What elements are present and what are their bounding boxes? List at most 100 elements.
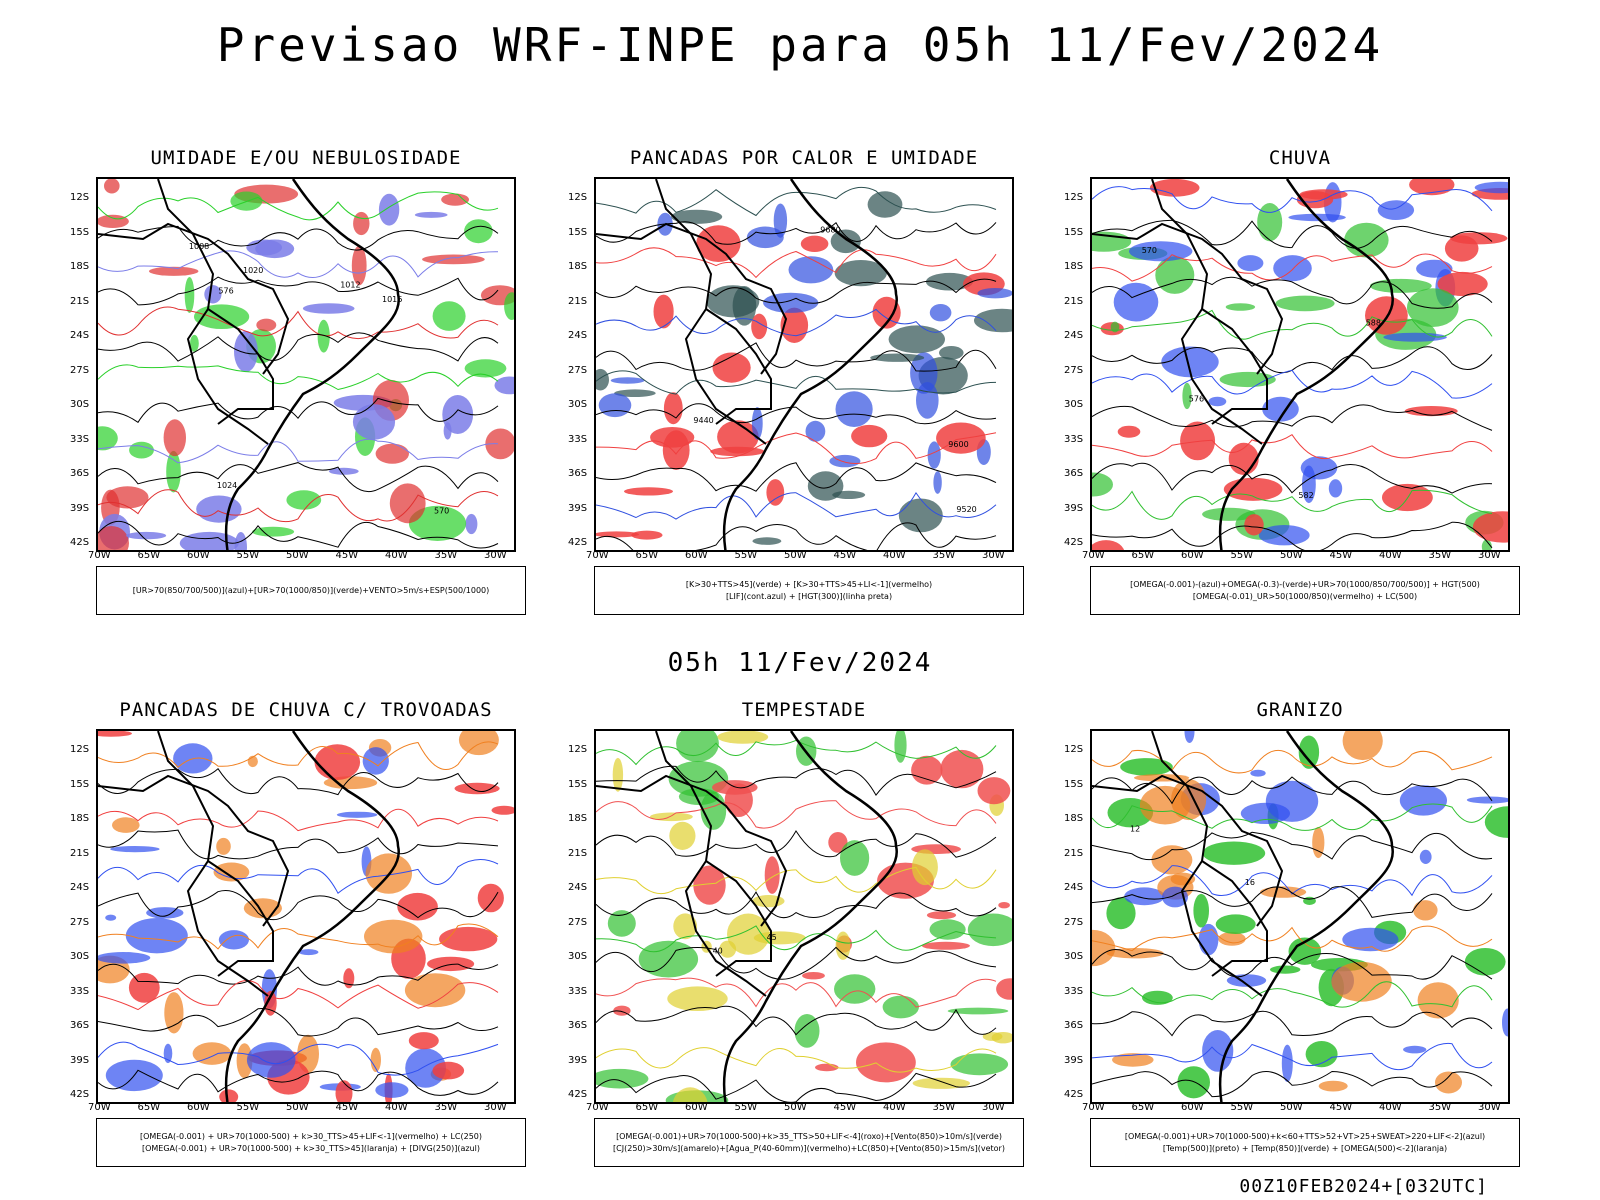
field-area	[940, 749, 984, 789]
field-area	[112, 817, 140, 833]
contour-line	[596, 925, 997, 953]
legend-line: [Temp(500)](preto) + [Temp(850)](verde) …	[1162, 1143, 1448, 1153]
field-area	[898, 498, 943, 533]
contour-line	[596, 1072, 997, 1102]
field-area	[1484, 806, 1508, 838]
contour-line	[1092, 253, 1493, 282]
field-area	[1288, 937, 1322, 965]
field-area	[927, 441, 941, 469]
contour-label: 16	[1245, 878, 1255, 887]
country-border	[596, 774, 788, 927]
field-area	[477, 883, 504, 913]
field-area	[1328, 479, 1343, 498]
field-area	[104, 179, 120, 194]
longitude-label: 60W	[187, 550, 210, 561]
country-border	[1092, 774, 1284, 927]
field-area	[1184, 731, 1195, 743]
longitude-label: 60W	[685, 1102, 708, 1113]
contour-line	[98, 489, 499, 523]
field-area	[98, 526, 129, 550]
field-area	[1344, 222, 1389, 258]
field-area	[464, 359, 507, 378]
contour-line	[596, 308, 997, 337]
field-area	[977, 288, 1012, 299]
field-area	[1202, 1030, 1234, 1072]
contour-line	[1092, 521, 1493, 550]
longitude-label: 35W	[1428, 1102, 1452, 1113]
field-area	[126, 531, 167, 540]
field-area	[1318, 1080, 1348, 1092]
contour-line	[98, 520, 499, 549]
longitude-label: 30W	[1478, 1102, 1501, 1113]
field-area	[125, 918, 188, 954]
field-area	[1270, 965, 1301, 974]
field-area	[98, 214, 129, 228]
field-area	[414, 211, 448, 218]
field-area	[1273, 255, 1312, 282]
field-area	[317, 319, 330, 353]
contour-line	[596, 946, 997, 980]
longitude-label: 50W	[784, 1102, 807, 1113]
longitude-label: 40W	[883, 550, 906, 561]
longitude-label: 70W	[88, 1102, 111, 1113]
contour-line	[98, 364, 499, 391]
field-area	[929, 919, 966, 940]
field-area	[828, 832, 848, 853]
field-area	[1258, 525, 1310, 546]
field-area	[405, 1048, 446, 1088]
field-area	[929, 304, 952, 322]
field-area	[192, 1042, 232, 1065]
field-area	[807, 471, 844, 501]
coastline	[224, 179, 401, 550]
field-area	[404, 973, 466, 1008]
field-area	[1466, 796, 1508, 804]
latitude-label: 36S	[1064, 468, 1084, 479]
latitude-label: 12S	[568, 744, 588, 755]
field-area	[1112, 1053, 1154, 1067]
field-area	[1219, 371, 1276, 388]
longitude-label: 35W	[434, 550, 458, 561]
contour-line	[1092, 981, 1493, 1008]
country-border	[207, 860, 274, 977]
field-area	[991, 1032, 1012, 1044]
field-area	[1092, 540, 1125, 550]
contour-line	[596, 186, 997, 217]
field-area	[1377, 200, 1415, 220]
latitude-label: 39S	[1064, 1054, 1084, 1066]
contour-line	[98, 1041, 499, 1076]
map-canvas: 588 582 576 570	[1092, 179, 1508, 550]
longitude-label: 50W	[286, 550, 309, 561]
field-area	[614, 389, 656, 397]
field-area	[1419, 849, 1432, 864]
field-area	[1092, 929, 1116, 967]
contour-line	[596, 278, 997, 304]
legend-line: [OMEGA(-0.001) + UR>70(1000-500) + k>30_…	[141, 1143, 481, 1153]
field-area	[105, 914, 117, 921]
field-area	[872, 296, 901, 329]
field-area	[752, 537, 782, 545]
latitude-label: 39S	[568, 502, 588, 514]
country-border	[1201, 308, 1268, 425]
contour-line	[98, 1007, 499, 1037]
country-border	[157, 731, 269, 997]
field-area	[867, 191, 903, 218]
longitude-label: 70W	[1082, 550, 1105, 561]
contour-line	[1092, 1010, 1493, 1037]
latitude-label: 42S	[70, 1089, 90, 1100]
legend-line: [CJ(250)>30m/s](amarelo)+[Agua_P(40-60mm…	[613, 1143, 1005, 1153]
field-area	[1170, 872, 1196, 886]
field-area	[364, 919, 423, 954]
contour-line	[596, 462, 997, 492]
contour-label: 576	[218, 287, 233, 296]
field-area	[1417, 982, 1459, 1019]
forecast-time-label: 05h 11/Fev/2024	[667, 648, 933, 678]
field-area	[851, 424, 888, 448]
latitude-label: 15S	[70, 226, 90, 238]
longitude-label: 60W	[1181, 1102, 1204, 1113]
contour-label: 570	[434, 507, 449, 516]
weather-map: 40 45	[594, 729, 1014, 1104]
field-area	[1250, 769, 1266, 777]
field-area	[362, 747, 389, 775]
field-area	[314, 744, 361, 780]
contour-label: 9440	[693, 416, 713, 425]
